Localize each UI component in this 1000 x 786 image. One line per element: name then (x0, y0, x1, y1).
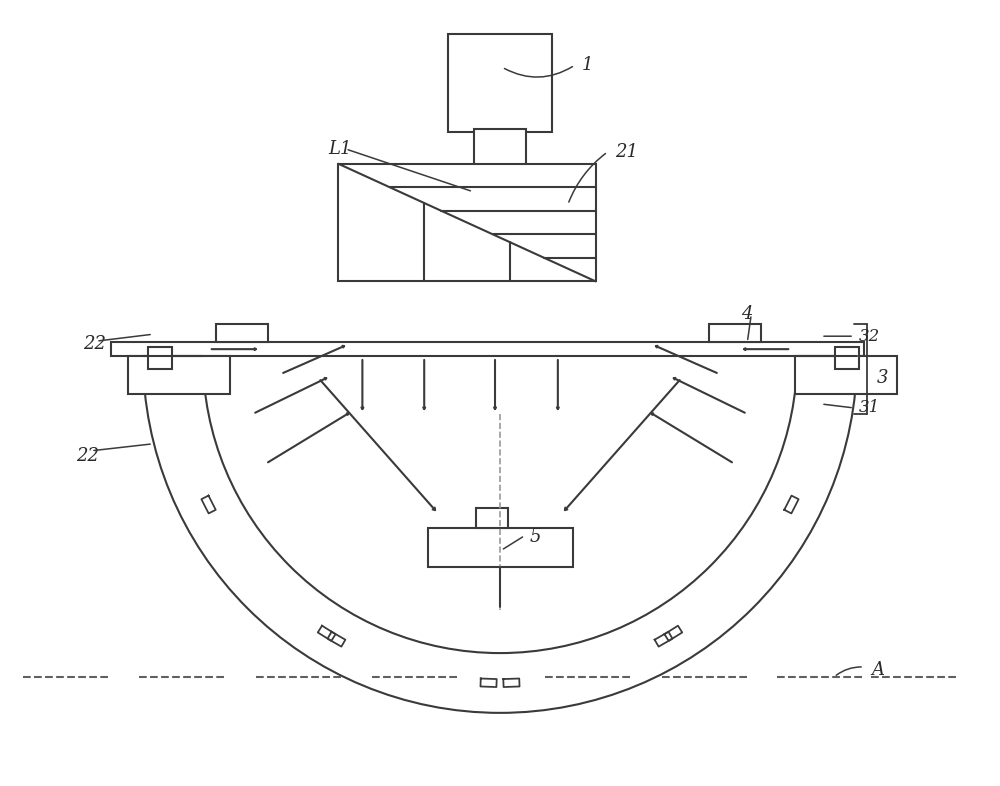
Text: 5: 5 (530, 528, 541, 546)
Bar (795, 356, 897, 394)
Text: 3: 3 (877, 369, 888, 387)
Text: 22: 22 (83, 335, 106, 353)
Bar (476, 508, 508, 527)
Bar (835, 347, 859, 369)
Bar (428, 527, 573, 567)
Text: 21: 21 (615, 143, 638, 161)
Text: A: A (871, 661, 884, 679)
Bar (148, 347, 172, 369)
Text: 32: 32 (859, 328, 880, 345)
Bar (128, 356, 230, 394)
Bar (111, 342, 864, 356)
Bar (216, 325, 268, 342)
Text: 22: 22 (76, 446, 99, 465)
Bar (338, 163, 596, 281)
Bar (448, 35, 552, 132)
Text: 4: 4 (741, 305, 753, 323)
Text: L1: L1 (328, 140, 352, 158)
Bar (474, 129, 526, 199)
Text: 1: 1 (582, 56, 593, 74)
Text: 31: 31 (859, 399, 880, 417)
Bar (709, 325, 761, 342)
